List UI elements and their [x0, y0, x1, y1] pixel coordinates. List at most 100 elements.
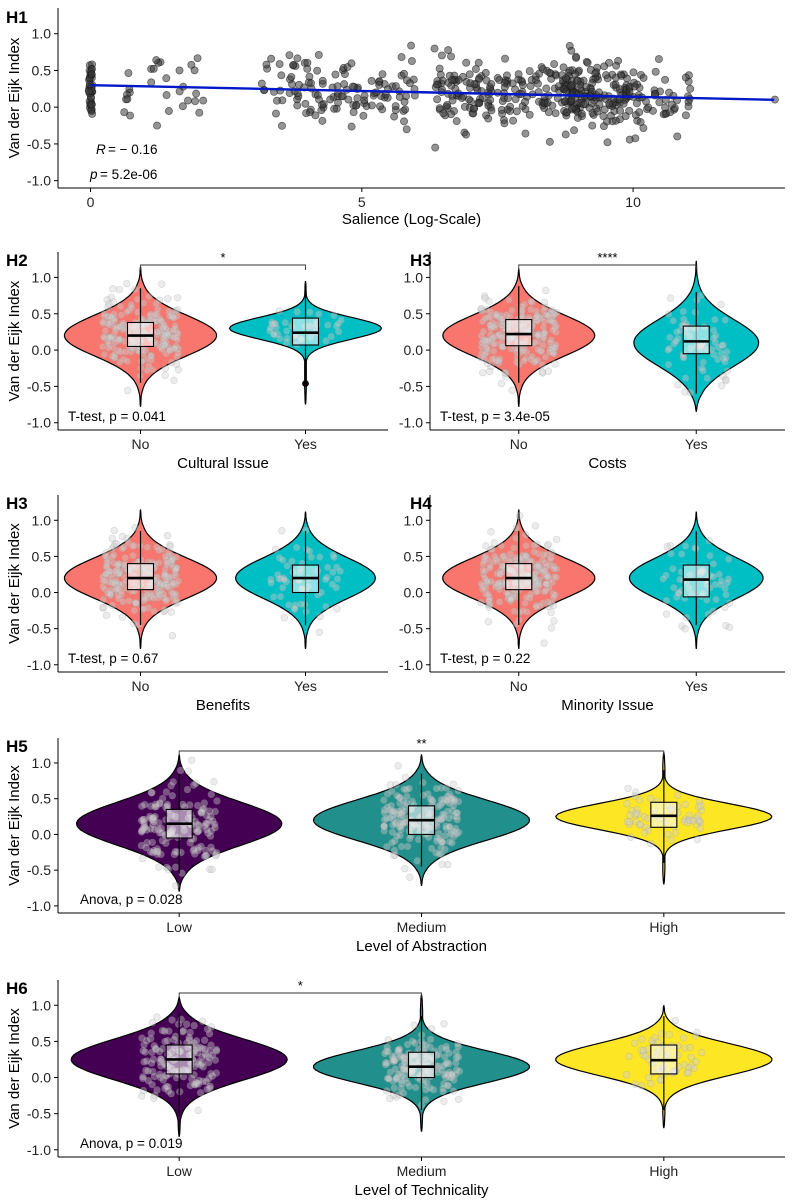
jitter-point — [542, 587, 550, 595]
jitter-point — [550, 349, 558, 358]
jitter-point — [121, 348, 130, 356]
jitter-point — [108, 553, 117, 561]
jitter-point — [545, 584, 553, 592]
jitter-point — [164, 295, 172, 303]
scatter-point — [175, 66, 184, 75]
jitter-point — [448, 839, 456, 847]
jitter-point — [546, 338, 554, 347]
jitter-point — [275, 575, 283, 583]
jitter-point — [138, 802, 146, 810]
jitter-point — [112, 539, 121, 548]
jitter-point — [717, 300, 725, 309]
jitter-point — [532, 588, 540, 596]
jitter-point — [125, 306, 133, 315]
jitter-point — [383, 790, 392, 798]
jitter-point — [549, 326, 557, 334]
jitter-point — [111, 579, 119, 587]
scatter-point — [588, 121, 597, 130]
jitter-point — [674, 791, 682, 800]
scatter-point — [390, 112, 399, 121]
jitter-point — [197, 1061, 205, 1069]
jitter-point — [515, 553, 524, 562]
scatter-point — [405, 79, 414, 88]
jitter-point — [435, 1062, 443, 1070]
jitter-point — [547, 336, 555, 344]
jitter-point — [399, 1065, 408, 1073]
jitter-point — [499, 343, 507, 351]
jitter-point — [549, 348, 558, 356]
jitter-point — [123, 279, 131, 288]
jitter-point — [395, 1045, 404, 1053]
jitter-point — [666, 294, 675, 302]
scatter-point — [587, 99, 596, 108]
jitter-point — [145, 594, 153, 602]
jitter-point — [156, 580, 165, 588]
jitter-point — [170, 376, 178, 385]
jitter-point — [512, 620, 521, 628]
jitter-point — [543, 542, 551, 550]
jitter-point — [519, 347, 527, 356]
jitter-point — [674, 589, 682, 597]
jitter-point — [211, 851, 220, 860]
jitter-point — [532, 603, 541, 611]
jitter-point — [163, 582, 172, 591]
jitter-point — [539, 330, 548, 338]
jitter-point — [111, 540, 119, 548]
x-axis-title: Costs — [588, 455, 626, 472]
x-tick-label: No — [132, 436, 150, 452]
scatter-point — [273, 96, 281, 105]
panel-label: H3 — [410, 251, 432, 270]
jitter-point — [544, 367, 553, 375]
jitter-point — [171, 863, 180, 871]
jitter-point — [709, 560, 718, 568]
jitter-point — [497, 311, 506, 320]
jitter-point — [488, 545, 497, 553]
jitter-point — [102, 570, 110, 578]
jitter-point — [206, 832, 215, 840]
jitter-point — [162, 1082, 171, 1091]
jitter-point — [106, 591, 115, 600]
jitter-point — [207, 843, 215, 851]
jitter-point — [663, 543, 671, 551]
scatter-point — [293, 54, 302, 63]
jitter-point — [531, 574, 539, 582]
jitter-point — [380, 815, 389, 824]
jitter-point — [662, 610, 671, 618]
jitter-point — [553, 308, 561, 317]
y-tick-label: 0.0 — [404, 342, 424, 358]
jitter-point — [148, 592, 156, 600]
stat-label: Anova, p = 0.019 — [80, 1136, 182, 1151]
jitter-point — [208, 1072, 217, 1080]
jitter-point — [149, 848, 157, 857]
jitter-point — [401, 1066, 410, 1074]
jitter-point — [390, 1056, 399, 1065]
scatter-point — [611, 116, 620, 125]
jitter-point — [400, 1055, 409, 1063]
jitter-point — [155, 1047, 164, 1056]
jitter-point — [293, 308, 301, 316]
jitter-point — [496, 355, 504, 363]
x-tick-label: Medium — [397, 1163, 447, 1179]
jitter-point — [115, 285, 124, 294]
jitter-point — [306, 308, 314, 316]
jitter-point — [166, 346, 174, 355]
jitter-point — [105, 334, 114, 343]
jitter-point — [124, 386, 132, 395]
jitter-point — [158, 1026, 167, 1035]
jitter-point — [403, 792, 411, 801]
jitter-point — [162, 576, 170, 585]
jitter-point — [132, 598, 140, 607]
jitter-point — [104, 338, 112, 347]
jitter-point — [202, 819, 210, 828]
jitter-point — [530, 358, 538, 367]
jitter-point — [389, 1091, 398, 1100]
jitter-point — [533, 356, 542, 364]
jitter-point — [631, 1080, 639, 1088]
jitter-point — [111, 353, 119, 362]
jitter-point — [400, 1065, 408, 1073]
jitter-point — [113, 561, 122, 569]
jitter-point — [142, 1066, 150, 1075]
y-tick-label: 1.0 — [404, 269, 424, 285]
jitter-point — [288, 557, 296, 565]
jitter-point — [501, 369, 510, 377]
